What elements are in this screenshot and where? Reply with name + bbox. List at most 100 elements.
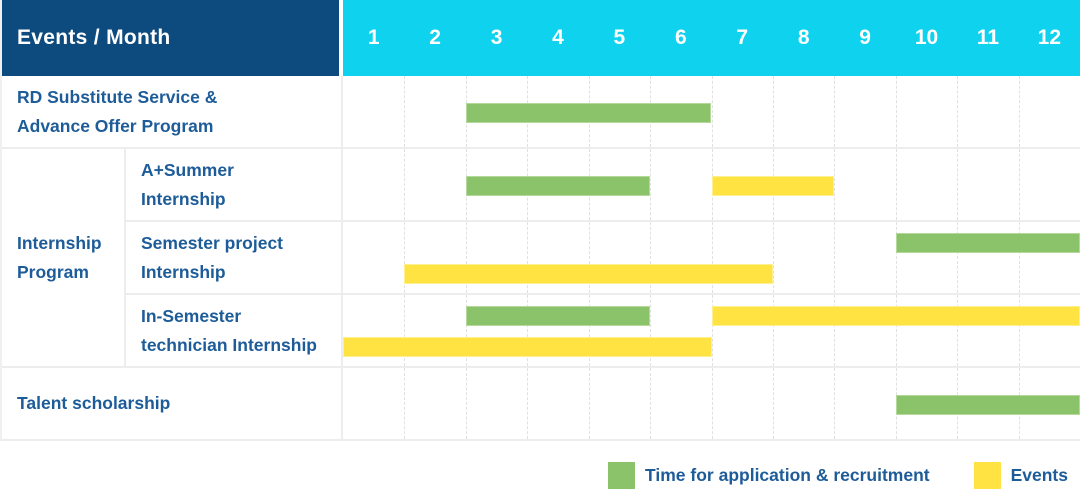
table-row-talent-scholarship: Talent scholarship [2,368,1080,441]
month-label-5: 5 [613,26,626,49]
month-gridline [465,222,467,293]
row-label-line: A+Summer [141,159,234,180]
month-gridline [772,222,774,293]
month-gridline [711,368,713,439]
row-months-talent-scholarship [343,368,1080,439]
corner-header-label: Events / Month [2,0,343,76]
month-gridline [527,295,529,366]
row-months-semester-project [343,222,1080,293]
legend-swatch-application [608,462,636,489]
row-months-a-summer [343,149,1080,220]
month-gridline [895,76,897,147]
month-gridline [834,295,836,366]
month-gridline [834,368,836,439]
month-gridline [895,295,897,366]
row-label-rd-substitute: RD Substitute Service & Advance Offer Pr… [2,76,343,147]
row-label-line: Advance Offer Program [17,115,214,136]
month-gridline [957,76,959,147]
month-label-11: 11 [976,26,1000,49]
month-gridline [650,149,652,220]
row-label-line: In-Semester [141,305,242,326]
month-label-4: 4 [552,26,564,49]
month-gridline [957,295,959,366]
gantt-bar-application [895,395,1080,415]
month-gridline [650,295,652,366]
month-gridline [588,368,590,439]
gantt-bar-event [711,306,1080,326]
month-gridline [588,222,590,293]
month-gridline [711,222,713,293]
month-header: 1 2 3 4 5 6 7 8 9 10 11 12 [343,0,1080,76]
month-gridline [1018,295,1020,366]
legend-swatch-events [973,462,1001,489]
table-row-semester-project: Semester project Internship [126,222,1080,295]
month-gridline [834,76,836,147]
month-gridline [895,222,897,293]
month-gridline [834,222,836,293]
gantt-bar-application [465,306,651,326]
row-months-in-semester [343,295,1080,366]
gantt-bar-event [343,337,712,357]
row-label-a-summer: A+Summer Internship [126,149,343,220]
group-label-line: Program [17,261,89,282]
month-gridline [711,76,713,147]
row-label-line: technician Internship [141,334,317,355]
gantt-bar-event [404,264,773,284]
row-label-line: Internship [141,188,226,209]
legend-label-application: Time for application & recruitment [645,465,930,485]
table-row-rd-substitute: RD Substitute Service & Advance Offer Pr… [2,76,1080,149]
month-gridline [404,222,406,293]
month-label-2: 2 [429,26,441,49]
legend: Time for application & recruitment Event… [0,441,1080,494]
month-label-8: 8 [797,26,810,49]
month-gridline [527,222,529,293]
month-gridline [772,368,774,439]
month-gridline [834,149,836,220]
row-label-in-semester: In-Semester technician Internship [126,295,343,366]
table-row-in-semester: In-Semester technician Internship [126,295,1080,366]
month-label-6: 6 [674,26,687,49]
row-label-line: Semester project [141,232,284,253]
month-gridline [957,222,959,293]
table-row-a-summer: A+Summer Internship [126,149,1080,222]
month-gridline [404,76,406,147]
month-gridline [1018,76,1020,147]
schedule-table: Events / Month 1 2 3 4 5 6 7 8 9 10 11 1… [0,0,1080,441]
row-label-semester-project: Semester project Internship [126,222,343,293]
month-gridline [404,149,406,220]
month-gridline [772,76,774,147]
month-gridline [404,295,406,366]
group-label-internship-program: Internship Program [2,149,126,366]
month-gridline [957,149,959,220]
month-gridline [465,368,467,439]
header-row: Events / Month 1 2 3 4 5 6 7 8 9 10 11 1… [2,0,1080,76]
month-gridline [465,295,467,366]
gantt-bar-application [465,103,712,123]
month-gridline [772,295,774,366]
group-label-line: Internship [17,232,102,253]
month-gridline [404,368,406,439]
gantt-bar-application [895,233,1080,253]
month-gridline [895,149,897,220]
month-gridline [527,368,529,439]
month-gridline [650,222,652,293]
legend-label-events: Events [1010,465,1068,485]
month-label-3: 3 [490,26,503,49]
row-label-talent-scholarship: Talent scholarship [2,368,343,439]
month-label-10: 10 [914,26,939,49]
row-label-line: RD Substitute Service & [17,86,218,107]
month-label-7: 7 [736,26,749,49]
gantt-bar-event [711,176,835,196]
month-gridline [588,295,590,366]
row-label-line: Talent scholarship [17,393,171,413]
row-months-rd-substitute [343,76,1080,147]
month-gridline [1018,222,1020,293]
gantt-bar-application [465,176,651,196]
month-label-12: 12 [1037,26,1062,49]
month-gridline [650,368,652,439]
row-label-line: Internship [141,261,226,282]
month-gridline [1018,149,1020,220]
month-label-9: 9 [859,26,871,49]
month-gridline [711,295,713,366]
